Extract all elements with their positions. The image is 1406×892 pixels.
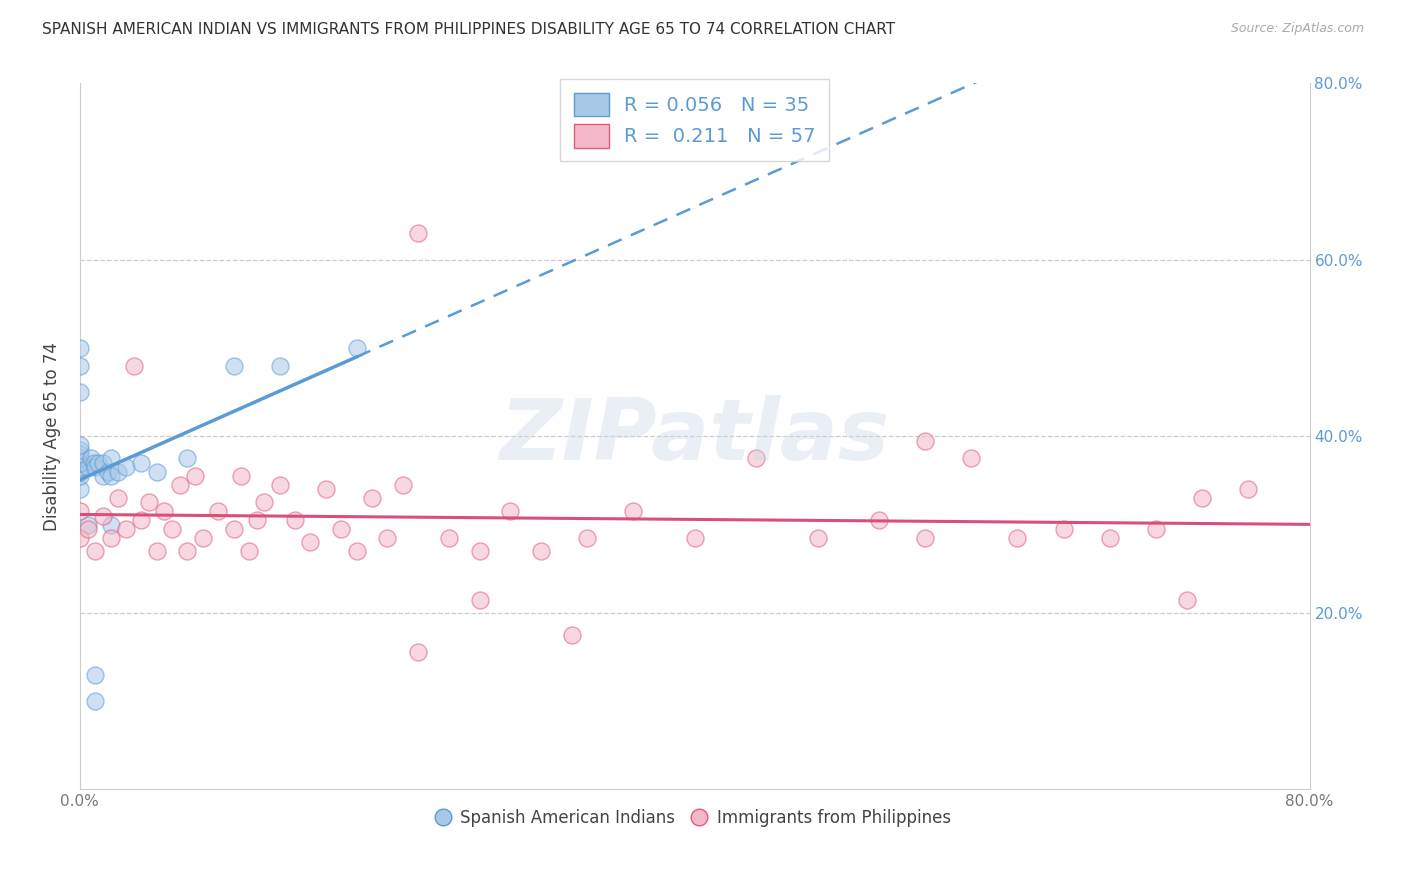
Point: [69, 456, 91, 470]
Point: [960, 451, 983, 466]
Point: [100, 517, 122, 532]
Point: [914, 531, 936, 545]
Point: [1144, 522, 1167, 536]
Point: [100, 531, 122, 545]
Point: [499, 504, 522, 518]
Point: [222, 359, 245, 373]
Point: [391, 478, 413, 492]
Point: [253, 495, 276, 509]
Point: [269, 478, 291, 492]
Point: [115, 522, 138, 536]
Point: [284, 513, 307, 527]
Point: [131, 513, 153, 527]
Point: [176, 451, 198, 466]
Point: [91, 469, 114, 483]
Legend: Spanish American Indians, Immigrants from Philippines: Spanish American Indians, Immigrants fro…: [432, 803, 957, 834]
Point: [84, 544, 107, 558]
Point: [1237, 483, 1260, 497]
Point: [115, 460, 138, 475]
Point: [1052, 522, 1074, 536]
Point: [530, 544, 553, 558]
Point: [1007, 531, 1029, 545]
Point: [69, 469, 91, 483]
Point: [375, 531, 398, 545]
Point: [184, 469, 207, 483]
Point: [69, 447, 91, 461]
Point: [91, 508, 114, 523]
Point: [69, 451, 91, 466]
Point: [238, 544, 260, 558]
Point: [468, 592, 491, 607]
Point: [561, 628, 583, 642]
Point: [96, 465, 118, 479]
Text: Source: ZipAtlas.com: Source: ZipAtlas.com: [1230, 22, 1364, 36]
Y-axis label: Disability Age 65 to 74: Disability Age 65 to 74: [44, 342, 60, 531]
Point: [406, 227, 429, 241]
Point: [576, 531, 599, 545]
Point: [914, 434, 936, 448]
Point: [107, 491, 129, 505]
Point: [145, 465, 167, 479]
Point: [1191, 491, 1213, 505]
Point: [100, 469, 122, 483]
Point: [807, 531, 830, 545]
Point: [361, 491, 384, 505]
Point: [69, 341, 91, 355]
Point: [745, 451, 768, 466]
Point: [176, 544, 198, 558]
Point: [69, 385, 91, 400]
Point: [91, 456, 114, 470]
Point: [69, 438, 91, 452]
Point: [131, 456, 153, 470]
Point: [315, 483, 337, 497]
Text: ZIPatlas: ZIPatlas: [499, 395, 890, 478]
Point: [84, 694, 107, 708]
Point: [169, 478, 191, 492]
Point: [69, 465, 91, 479]
Point: [138, 495, 160, 509]
Point: [222, 522, 245, 536]
Point: [153, 504, 176, 518]
Point: [100, 451, 122, 466]
Point: [69, 359, 91, 373]
Point: [1175, 592, 1198, 607]
Point: [84, 667, 107, 681]
Point: [406, 645, 429, 659]
Point: [84, 460, 107, 475]
Point: [346, 544, 368, 558]
Point: [87, 456, 110, 470]
Point: [468, 544, 491, 558]
Point: [145, 544, 167, 558]
Point: [69, 460, 91, 475]
Point: [299, 535, 322, 549]
Point: [621, 504, 644, 518]
Point: [191, 531, 214, 545]
Point: [83, 456, 105, 470]
Point: [76, 460, 98, 475]
Point: [122, 359, 145, 373]
Point: [683, 531, 706, 545]
Point: [330, 522, 353, 536]
Point: [76, 522, 98, 536]
Point: [79, 451, 101, 466]
Point: [269, 359, 291, 373]
Point: [868, 513, 890, 527]
Point: [69, 531, 91, 545]
Point: [69, 483, 91, 497]
Point: [437, 531, 460, 545]
Point: [246, 513, 269, 527]
Point: [107, 465, 129, 479]
Point: [160, 522, 183, 536]
Point: [69, 442, 91, 457]
Point: [69, 504, 91, 518]
Point: [231, 469, 253, 483]
Point: [1098, 531, 1121, 545]
Point: [76, 517, 98, 532]
Text: SPANISH AMERICAN INDIAN VS IMMIGRANTS FROM PHILIPPINES DISABILITY AGE 65 TO 74 C: SPANISH AMERICAN INDIAN VS IMMIGRANTS FR…: [42, 22, 896, 37]
Point: [207, 504, 229, 518]
Point: [69, 456, 91, 470]
Point: [346, 341, 368, 355]
